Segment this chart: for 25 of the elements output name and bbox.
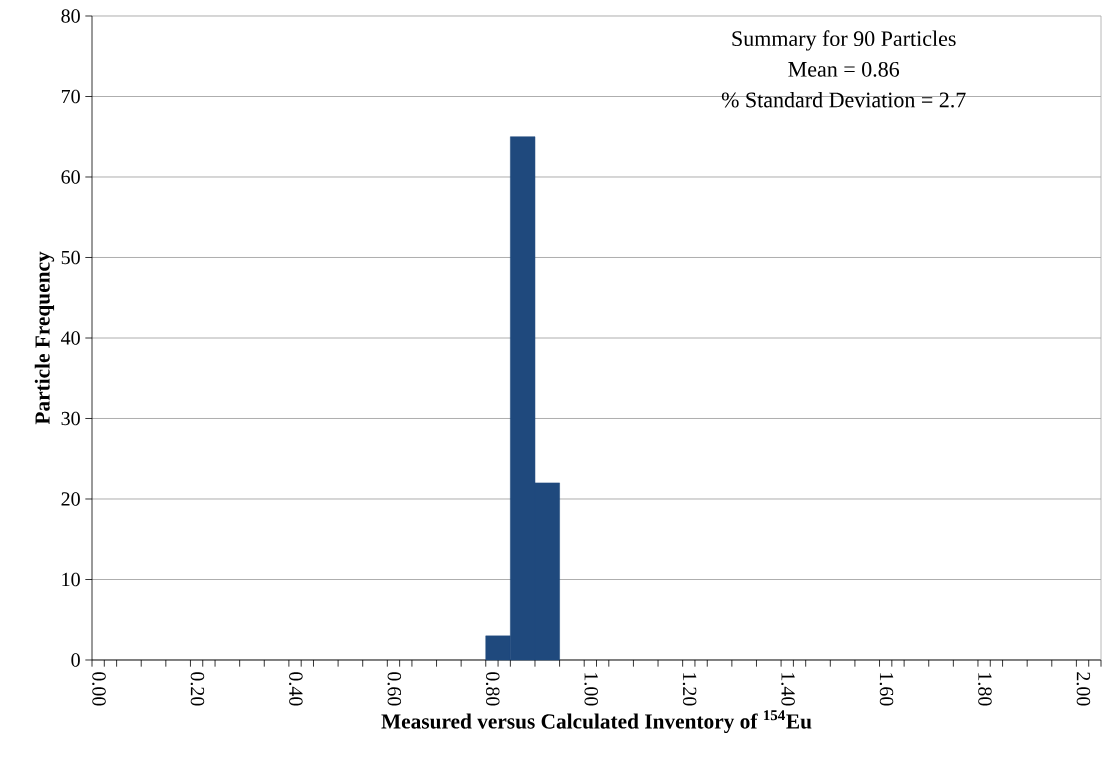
x-tick-label: 0.60	[387, 672, 402, 706]
y-tick-label: 30	[61, 411, 80, 426]
y-tick-label: 20	[61, 492, 80, 506]
x-axis-title: Measured versus Calculated Inventory of $^{154}$Eu	[381, 710, 812, 734]
x-tick-label: 1.60	[879, 673, 894, 706]
y-tick-label: 50	[61, 250, 80, 265]
x-tick-label: 0.20	[190, 672, 205, 706]
x-tick-label: 1.80	[978, 673, 992, 706]
x-tick-label: 1.40	[781, 673, 795, 706]
y-tick-label: 0	[71, 653, 80, 667]
x-tick-label: 0.40	[289, 672, 303, 706]
annotation: Mean = 0.86	[788, 61, 900, 77]
y-tick-label: 40	[61, 331, 80, 345]
x-tick-label: 0.80	[485, 672, 500, 706]
y-tick-label: 60	[61, 170, 80, 184]
x-tick-label: 1.00	[584, 673, 598, 706]
x-tick-label: 1.20	[682, 673, 697, 706]
y-tick-label: 80	[61, 9, 80, 23]
y-tick-label: 10	[62, 572, 80, 587]
y-axis-title: Particle Frequency	[34, 251, 55, 425]
annotation: Summary for 90 Particles	[732, 30, 956, 51]
y-tick-label: 70	[61, 89, 80, 104]
annotation: % Standard Deviation = 2.7	[721, 91, 966, 108]
x-tick-label: 2.00	[1076, 672, 1091, 706]
x-tick-label: 0.00	[92, 672, 106, 706]
